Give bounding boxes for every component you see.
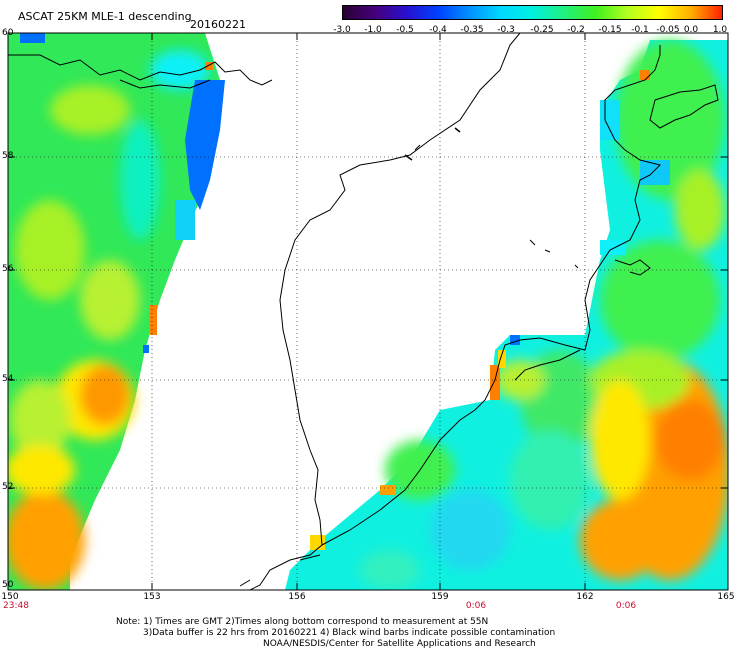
west-data-swath — [8, 33, 225, 590]
map-date: 20160221 — [190, 18, 246, 31]
colorbar-labels: -3.0 -1.0 -0.5 -0.4 -0.35 -0.3 -0.25 -0.… — [330, 25, 735, 37]
tick-marks — [8, 33, 728, 590]
lon-label: 162 — [576, 592, 594, 602]
wind-barbs — [404, 127, 461, 161]
lat-label: 52 — [2, 482, 14, 492]
lat-label: 58 — [2, 151, 14, 161]
colorbar-label: -0.2 — [567, 25, 585, 35]
footnote-line: Note: 1) Times are GMT 2)Times along bot… — [116, 617, 489, 627]
colorbar-label: 0.0 — [683, 25, 699, 35]
central-data-swath — [285, 40, 728, 590]
map-frame — [7, 32, 729, 591]
colorbar — [342, 5, 723, 20]
lon-label: 159 — [431, 592, 449, 602]
colorbar-label: -0.25 — [530, 25, 554, 35]
lat-label: 56 — [2, 264, 14, 274]
lon-label: 165 — [717, 592, 735, 602]
lat-label: 60 — [2, 28, 14, 38]
lon-label: 156 — [288, 592, 306, 602]
footnote-line: NOAA/NESDIS/Center for Satellite Applica… — [263, 639, 536, 649]
lon-label: 153 — [143, 592, 161, 602]
colorbar-label: -0.1 — [631, 25, 649, 35]
colorbar-label: -0.5 — [396, 25, 414, 35]
time-label: 0:06 — [465, 601, 487, 611]
colorbar-label: -0.05 — [656, 25, 680, 35]
map-title: ASCAT 25KM MLE-1 descending — [18, 10, 192, 23]
colorbar-label: 1.0 — [712, 25, 728, 35]
colorbar-label: -0.15 — [598, 25, 622, 35]
colorbar-label: -0.3 — [497, 25, 515, 35]
colorbar-label: -0.35 — [460, 25, 484, 35]
time-label: 23:48 — [3, 601, 29, 611]
colorbar-label: -0.4 — [429, 25, 447, 35]
colorbar-label: -3.0 — [333, 25, 351, 35]
footnote-line: 3)Data buffer is 22 hrs from 20160221 4)… — [143, 628, 556, 638]
coastlines — [8, 33, 719, 590]
lon-label: 150 — [1, 592, 19, 602]
lat-label: 54 — [2, 374, 14, 384]
time-label: 0:06 — [615, 601, 637, 611]
gridlines — [8, 33, 728, 590]
colorbar-label: -1.0 — [364, 25, 382, 35]
lat-label: 50 — [2, 580, 14, 590]
